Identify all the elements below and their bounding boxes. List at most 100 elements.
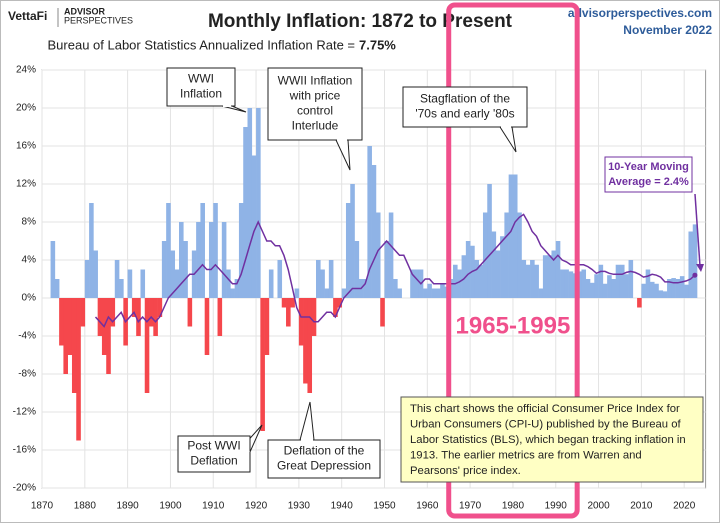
y-tick-label: 0%	[22, 293, 37, 304]
area-segment	[260, 298, 265, 431]
area-segment	[615, 264, 621, 298]
annotation: '70s and early '80s	[415, 107, 514, 121]
area-segment	[641, 283, 646, 298]
area-segment	[581, 269, 587, 298]
area-segment	[286, 298, 291, 327]
y-tick-label: -16%	[13, 445, 36, 456]
area-segment	[363, 279, 368, 298]
x-tick-label: 1930	[288, 501, 311, 512]
area-segment	[453, 264, 458, 298]
highlight-label: 1965-1995	[456, 312, 571, 339]
y-tick-label: -8%	[18, 369, 36, 380]
date: November 2022	[623, 23, 712, 37]
area-segment	[512, 174, 518, 298]
area-segment	[80, 298, 86, 327]
annotation: Interlude	[292, 119, 339, 133]
area-segment	[119, 279, 124, 298]
area-segment	[290, 298, 295, 308]
area-segment	[243, 127, 248, 298]
area-segment	[667, 279, 672, 298]
area-segment	[530, 260, 535, 298]
site: advisorperspectives.com	[568, 6, 712, 20]
area-segment	[487, 184, 492, 298]
area-segment	[217, 298, 223, 336]
annotation: Deflation of the	[284, 444, 365, 458]
area-segment	[534, 264, 539, 298]
callout-arrow	[694, 193, 701, 267]
area-segment	[76, 298, 81, 441]
area-segment	[495, 250, 501, 298]
x-tick-label: 1920	[245, 501, 268, 512]
area-segment	[611, 279, 616, 298]
area-segment	[414, 269, 420, 298]
area-segment	[345, 203, 351, 298]
area-segment	[187, 298, 193, 327]
area-segment	[234, 279, 240, 298]
moving-average-end	[692, 272, 698, 278]
area-segment	[84, 260, 90, 298]
area-segment	[388, 212, 394, 298]
area-segment	[637, 298, 642, 308]
area-segment	[478, 264, 484, 298]
area-segment	[110, 298, 116, 327]
area-segment	[628, 260, 634, 298]
area-segment	[204, 298, 210, 355]
y-tick-label: 8%	[22, 217, 37, 228]
x-tick-label: 1910	[202, 501, 225, 512]
area-segment	[564, 269, 569, 298]
area-segment	[380, 298, 385, 327]
x-tick-label: 1960	[416, 501, 439, 512]
y-tick-label: -20%	[13, 483, 36, 494]
area-segment	[63, 298, 68, 374]
area-segment	[281, 298, 287, 308]
annotation: WWII Inflation	[278, 74, 353, 88]
area-segment	[153, 298, 158, 336]
x-tick-label: 1980	[502, 501, 525, 512]
area-segment	[521, 260, 527, 298]
area-segment	[679, 276, 685, 298]
area-segment	[320, 269, 325, 298]
note-line: 1913. The earlier metrics are from Warre…	[410, 449, 642, 461]
area-segment	[67, 298, 73, 355]
area-segment	[324, 288, 330, 298]
area-segment	[590, 282, 595, 298]
area-segment	[166, 203, 171, 298]
area-segment	[474, 260, 479, 298]
note-line: Labor Statistics (BLS), which began trac…	[410, 434, 686, 446]
area-segment	[645, 269, 651, 298]
area-segment	[114, 260, 120, 298]
area-segment	[303, 298, 308, 384]
area-segment	[367, 146, 372, 298]
area-segment	[89, 203, 94, 298]
area-segment	[350, 184, 355, 298]
area-segment	[54, 279, 60, 298]
area-segment	[140, 269, 146, 298]
area-segment	[649, 281, 655, 298]
annotation: control	[297, 104, 333, 118]
area-segment	[170, 250, 176, 298]
area-segment	[692, 224, 698, 298]
x-tick-label: 1950	[373, 501, 396, 512]
area-segment	[341, 288, 347, 298]
area-segment	[435, 288, 441, 298]
x-tick-label: 1890	[117, 501, 140, 512]
x-tick-label: 1990	[545, 501, 568, 512]
area-segment	[157, 298, 163, 317]
area-segment	[619, 264, 625, 298]
callout-box	[177, 435, 251, 473]
area-segment	[179, 222, 184, 298]
area-segment	[375, 212, 381, 298]
area-segment	[607, 275, 612, 298]
area-segment	[161, 241, 167, 298]
annotation: Great Depression	[277, 459, 371, 473]
area-segment	[144, 298, 150, 393]
area-segment	[517, 212, 522, 298]
area-segment	[200, 203, 205, 298]
area-segment	[221, 222, 227, 298]
callout-box	[267, 67, 363, 141]
x-tick-label: 2000	[587, 501, 610, 512]
area-segment	[568, 271, 574, 298]
area-segment	[251, 155, 257, 298]
annotation: Stagflation of the	[420, 92, 510, 106]
y-tick-label: -12%	[13, 407, 36, 418]
